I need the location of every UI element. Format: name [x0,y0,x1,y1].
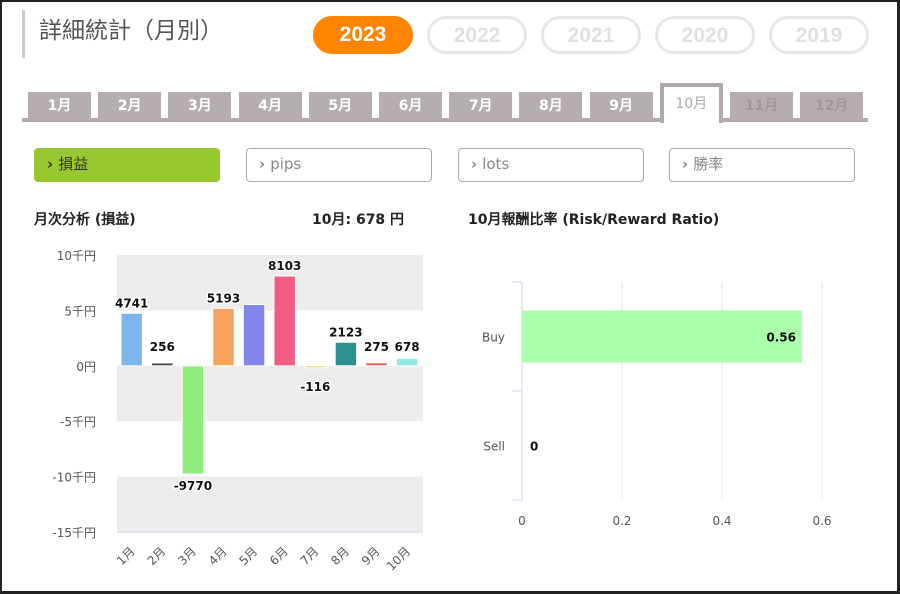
monthly-pnl-chart: 10千円 5千円 0円 -5千円 -10千円 -15千円 4741 1月 256 2月 -9770 3… [52,249,423,573]
rr-chart-title: 10月報酬比率 (Risk/Reward Ratio) [468,212,720,228]
month-tab-12[interactable]: 12月 [800,92,864,120]
data-label: 5193 [207,291,240,305]
bar-9 [365,362,388,367]
y-tick-label: -5千円 [60,415,96,429]
y-tick-label: 10千円 [57,249,96,263]
bar-8 [334,341,358,367]
x-tick-label: 0.4 [712,514,731,528]
x-tick-label: 9月 [359,544,383,568]
data-label: 678 [395,340,420,354]
data-label: -116 [300,380,330,394]
x-tick-label: 0.6 [812,514,831,528]
x-tick-label: 4月 [206,544,230,568]
month-tab-10[interactable]: 10月 [659,83,723,123]
bar-buy [522,310,802,363]
year-tab-2022[interactable]: 2022 [427,16,527,54]
metric-button-winrate[interactable]: › 勝率 [669,148,855,182]
metric-label: lots [482,155,510,173]
x-tick-label: 3月 [175,544,199,568]
y-tick-label: -15千円 [52,526,96,540]
y-tick-label: Sell [483,440,505,454]
data-label: 0 [530,440,538,454]
risk-reward-chart: 0 0.2 0.4 0.6 Buy 0.56 Sell 0 [482,281,832,528]
chevron-right-icon: › [259,155,266,173]
plot-band [117,255,423,311]
data-label: 275 [364,340,389,354]
x-tick-label: 0 [518,514,526,528]
month-tab-8[interactable]: 8月 [519,92,583,120]
monthly-chart-title: 月次分析 (損益) [34,212,136,228]
x-tick-label: 8月 [328,544,352,568]
x-tick-label: 6月 [267,544,291,568]
month-tab-6[interactable]: 6月 [379,92,442,120]
month-tab-1[interactable]: 1月 [28,92,91,120]
metric-label: 勝率 [693,155,724,173]
x-tick-label: 0.2 [612,514,631,528]
x-tick-label: 5月 [236,544,260,568]
year-tab-2023[interactable]: 2023 [313,16,413,54]
bar-6 [273,275,296,367]
y-tick-label: Buy [482,331,505,345]
month-tab-2[interactable]: 2月 [98,92,162,120]
bar-7 [304,365,327,369]
metric-button-pnl[interactable]: › 損益 [34,148,220,182]
month-tab-7[interactable]: 7月 [449,92,513,120]
month-tab-4[interactable]: 4月 [238,92,302,120]
data-label: 256 [150,340,175,354]
month-tab-5[interactable]: 5月 [308,92,372,120]
month-tab-11[interactable]: 11月 [730,92,793,120]
bar-5 [242,304,266,367]
page-title: 詳細統計（月別） [22,10,223,58]
bar-3 [181,365,205,475]
x-tick-label: 10月 [384,544,413,573]
chevron-right-icon: › [682,155,689,173]
metric-button-pips[interactable]: › pips [246,148,432,182]
metric-button-lots[interactable]: › lots [458,148,644,182]
year-tab-2019[interactable]: 2019 [769,16,869,54]
bar-10 [395,357,419,367]
x-tick-label: 1月 [114,544,138,568]
monthly-summary: 10月: 678 円 [312,212,405,228]
chevron-right-icon: › [47,155,54,173]
month-tab-divider [22,118,868,122]
data-label: -9770 [174,479,212,493]
y-tick-label: -10千円 [52,471,96,485]
metric-label: 損益 [58,155,89,173]
plot-band [117,476,423,532]
chevron-right-icon: › [471,155,478,173]
x-tick-label: 7月 [298,544,322,568]
year-tab-2021[interactable]: 2021 [541,16,641,54]
metric-label: pips [270,155,302,173]
x-tick-label: 2月 [145,544,169,568]
bar-2 [151,362,174,367]
data-label: 0.56 [766,331,796,345]
data-label: 2123 [329,325,362,339]
y-tick-label: 5千円 [64,304,96,318]
data-label: 8103 [268,259,301,273]
year-tab-2020[interactable]: 2020 [655,16,755,54]
bar-1 [120,312,143,367]
plot-band [117,365,423,422]
bar-4 [212,307,235,367]
month-tab-3[interactable]: 3月 [168,92,232,120]
data-label: 4741 [115,296,148,310]
month-tab-9[interactable]: 9月 [589,92,653,120]
y-tick-label: 0円 [76,360,96,374]
